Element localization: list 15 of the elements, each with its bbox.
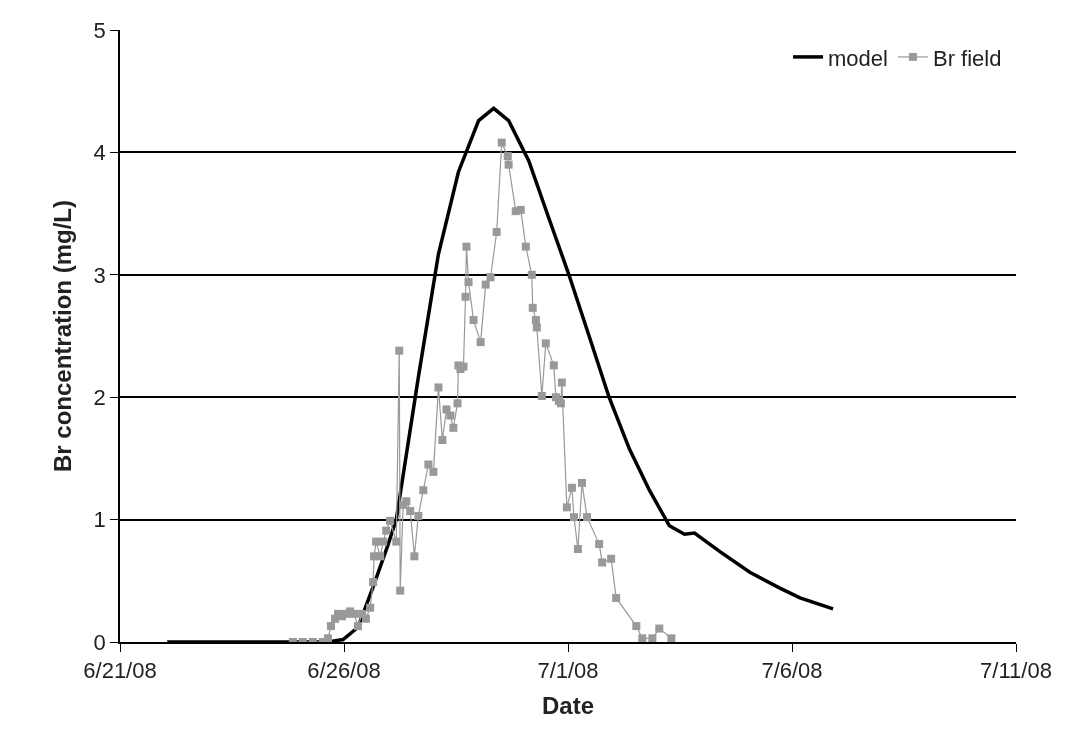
y-tick-label: 0: [93, 629, 106, 655]
y-axis-title: Br concentration (mg/L): [49, 199, 77, 473]
y-tick-label: 1: [93, 507, 106, 533]
x-tick-label: 7/1/08: [537, 658, 599, 684]
y-tick-label: 3: [93, 262, 106, 288]
legend-label: Br field: [932, 45, 1002, 71]
x-tick-label: 6/21/08: [83, 658, 157, 684]
x-tick-label: 7/6/08: [761, 658, 823, 684]
legend-label: model: [828, 45, 888, 71]
y-tick-label: 4: [93, 140, 106, 166]
x-axis-title: Date: [541, 691, 595, 719]
x-tick-label: 6/26/08: [307, 658, 381, 684]
y-tick-label: 2: [93, 384, 106, 410]
x-tick-label: 7/11/08: [980, 658, 1052, 684]
y-tick-label: 5: [93, 17, 106, 43]
